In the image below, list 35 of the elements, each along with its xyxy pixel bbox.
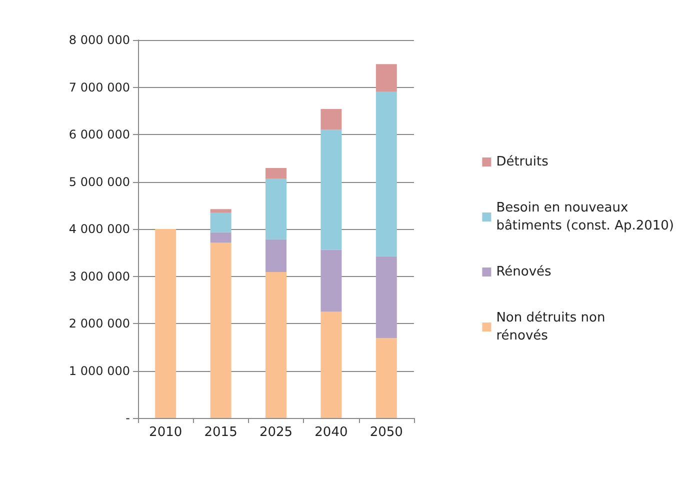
x-tick-label: 2025 bbox=[259, 425, 293, 440]
bar bbox=[155, 229, 176, 418]
legend-label: Besoin en nouveaux bâtiments (const. Ap.2010) bbox=[496, 200, 674, 234]
bar bbox=[376, 92, 397, 256]
y-tick-label: 4 000 000 bbox=[68, 222, 130, 236]
x-tick-label: 2010 bbox=[149, 425, 182, 440]
legend-label: Détruits bbox=[496, 154, 549, 170]
y-tick-label: 7 000 000 bbox=[68, 80, 130, 94]
bar bbox=[320, 108, 342, 130]
bar bbox=[266, 272, 286, 418]
bar bbox=[210, 209, 232, 213]
y-tick-label: 2 000 000 bbox=[68, 316, 130, 330]
bar bbox=[376, 64, 397, 92]
x-tick-label: 2015 bbox=[204, 425, 238, 440]
y-tick-label: 8 000 000 bbox=[68, 33, 130, 47]
bar bbox=[320, 312, 342, 418]
bar bbox=[266, 239, 286, 272]
bar bbox=[210, 242, 232, 418]
x-tick-label: 2040 bbox=[314, 425, 348, 440]
bar bbox=[376, 338, 397, 418]
y-tick-label: 5 000 000 bbox=[68, 174, 130, 189]
y-tick-label: 3 000 000 bbox=[68, 269, 130, 284]
bar bbox=[320, 130, 342, 250]
bar bbox=[210, 232, 232, 243]
bar bbox=[266, 178, 286, 240]
bar bbox=[266, 168, 286, 178]
legend-label: Rénovés bbox=[496, 264, 552, 280]
y-tick-label: 1 000 000 bbox=[68, 364, 130, 378]
y-tick-label: 6 000 000 bbox=[68, 128, 130, 142]
bar bbox=[320, 250, 342, 312]
x-tick-label: 2050 bbox=[370, 425, 403, 440]
legend-label: Non détruits non rénovés bbox=[496, 310, 606, 344]
bar bbox=[376, 256, 397, 338]
y-tick-label: - bbox=[126, 411, 130, 425]
bar bbox=[210, 212, 232, 232]
